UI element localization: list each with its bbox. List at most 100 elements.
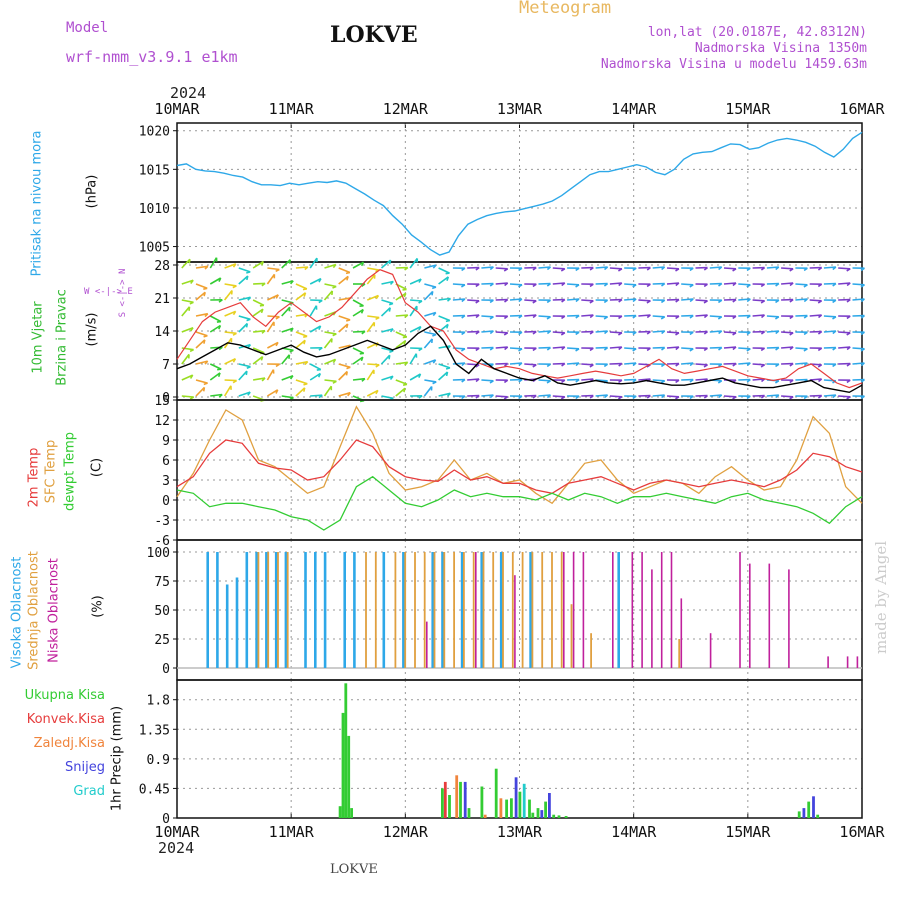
cloud-bar-mid (257, 552, 260, 668)
x-tick-label-bottom: 14MAR (611, 823, 657, 841)
wind-arrow-head (532, 394, 537, 399)
wind-arrow-head (774, 316, 780, 320)
wind-arrow (423, 338, 433, 349)
wind-arrow (424, 379, 437, 383)
wind-arrow-head (632, 348, 637, 352)
wind-arrow-head (432, 381, 437, 385)
wind-arrow (267, 315, 280, 318)
wind-arrow-head (632, 284, 637, 288)
wind-arrow (424, 311, 437, 317)
wind-arrow-head (275, 363, 280, 368)
wind-arrow-head (660, 380, 666, 384)
cloud-bar-mid (277, 552, 279, 668)
cloud-bar-high (402, 552, 405, 668)
wind-arrow-head (803, 298, 808, 303)
cloud-bar-mid (286, 552, 289, 668)
wind-arrow-head (247, 391, 251, 396)
wind-arrow-head (803, 267, 808, 272)
precip-total-label: Ukupna Kisa (24, 688, 105, 703)
precip-frz-label: Zaledj.Kisa (33, 736, 105, 751)
wind-arrow (567, 298, 580, 301)
wind-arrow-head (817, 266, 823, 271)
wind-arrow (381, 280, 394, 285)
precip-bar-snow (463, 781, 467, 818)
wind-arrow-head (860, 348, 865, 352)
wind-arrow-head (289, 280, 294, 285)
cloud-bar-high (265, 552, 268, 668)
cloud-bar-low (651, 569, 653, 668)
cloud-bar-low (739, 552, 741, 668)
wind-arrow-head (232, 358, 237, 363)
wind-arrow (209, 372, 221, 381)
wind-arrow-head (632, 298, 637, 303)
wind-arrow (795, 298, 808, 301)
wind-arrow (338, 297, 351, 301)
wind-arrow-head (789, 298, 794, 303)
cloud-ytick-label: 0 (162, 662, 170, 677)
cloud-bar-low (670, 552, 673, 668)
wind-ytick-label: 7 (162, 358, 170, 373)
wind-arrow-head (318, 347, 323, 351)
wind-arrow-head (445, 371, 449, 377)
wind-arrow-head (832, 330, 837, 335)
wind-arrow (295, 360, 308, 365)
wind-arrow-head (289, 375, 294, 380)
wind-arrow-head (204, 360, 209, 365)
x-tick-label-top: 14MAR (611, 100, 657, 118)
cloud-bar-low (572, 552, 575, 668)
precip-conv-label: Konvek.Kisa (26, 712, 105, 727)
wind-arrow (723, 267, 737, 270)
wind-arrow-head (703, 394, 708, 399)
wind-arrow-head (689, 267, 694, 272)
wind-arrow-head (689, 362, 694, 367)
wind-arrow (295, 313, 308, 317)
temp-dew-line (176, 475, 863, 531)
wind-arrow (766, 315, 779, 318)
wind-arrow-head (303, 292, 307, 297)
wind-arrow-head (675, 362, 680, 367)
wind-arrow (224, 283, 237, 287)
wind-arrow-head (618, 298, 623, 303)
wind-arrow-head (246, 318, 251, 322)
wind-arrow-head (461, 331, 466, 336)
wind-arrow-head (603, 330, 609, 335)
wind-arrow (666, 282, 679, 285)
wind-arrow (438, 392, 451, 397)
cloud-bar-high (617, 552, 620, 668)
wind-arrow (209, 363, 222, 370)
wind-arrow-head (789, 396, 794, 400)
wind-arrow (410, 299, 423, 302)
wind-arrow (609, 395, 622, 398)
cloud-bar-high (225, 584, 229, 668)
wind-arrow (652, 394, 665, 397)
wind-arrow-head (489, 282, 494, 287)
wind-arrow (795, 283, 808, 286)
wind-arrow (509, 347, 523, 350)
x-tick-label-top: 11MAR (269, 100, 315, 118)
wind-arrow-head (617, 268, 623, 272)
precip-bar-total (494, 768, 498, 818)
wind-arrow-head (404, 361, 409, 366)
wind-arrow-head (302, 288, 308, 291)
wind-arrow-head (259, 304, 264, 307)
wind-arrow-head (589, 283, 594, 288)
wind-arrow-head (461, 267, 466, 272)
wind-arrow (309, 305, 318, 317)
wind-arrow (766, 266, 779, 269)
wind-arrow-head (718, 282, 723, 287)
wind-arrow-head (789, 268, 794, 272)
cloud-bar-mid (374, 552, 377, 668)
wind-arrow (181, 258, 191, 269)
wind-arrow-head (575, 348, 580, 352)
wind-arrow-head (431, 286, 437, 290)
wind-arrow (552, 395, 565, 398)
wind-arrow (852, 298, 865, 301)
wind-arrow (838, 346, 851, 349)
precip-hail-label: Grad (73, 784, 105, 799)
wind-arrow-head (261, 377, 266, 382)
wind-arrow (338, 267, 351, 274)
wind-arrow-head (431, 291, 434, 296)
wind-arrow (795, 362, 808, 365)
wind-arrow (438, 371, 449, 381)
wind-arrow (409, 373, 421, 381)
